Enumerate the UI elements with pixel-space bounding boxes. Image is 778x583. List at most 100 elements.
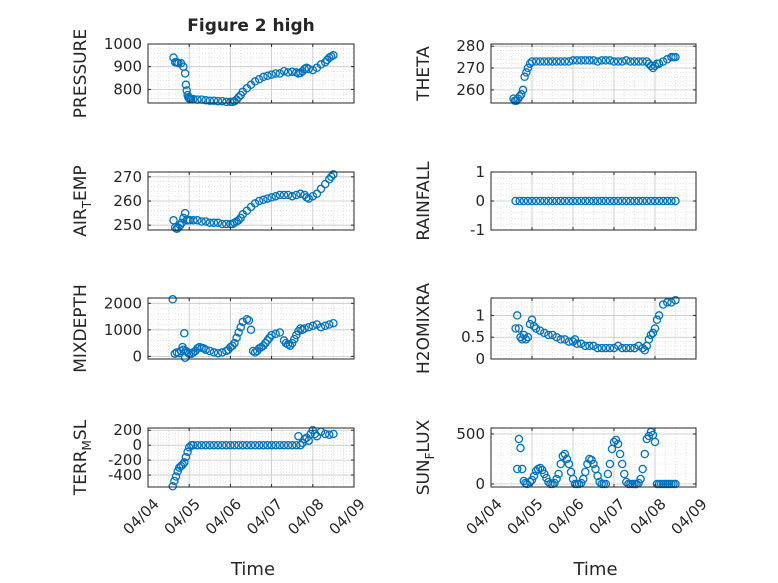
data-point: [181, 80, 191, 90]
data-point: [180, 69, 190, 78]
data-point: [329, 51, 338, 60]
data-point: [263, 336, 272, 345]
data-point: [589, 56, 598, 65]
data-point: [652, 315, 662, 325]
data-point: [316, 322, 326, 332]
data-point: [544, 330, 553, 340]
data-point: [650, 324, 660, 333]
series-sun_flux: [512, 427, 680, 489]
y-tick-label: -400: [108, 466, 142, 484]
data-point: [630, 196, 639, 206]
data-point: [519, 196, 529, 206]
data-point: [609, 343, 619, 353]
data-point: [263, 194, 272, 203]
y-tick-label: 0.5: [461, 328, 485, 346]
data-point: [259, 195, 268, 205]
data-point: [168, 295, 177, 304]
data-point: [564, 57, 574, 66]
data-point: [201, 345, 210, 354]
y-axis-label: TERRMSL: [71, 419, 94, 496]
data-point: [531, 324, 541, 333]
data-point: [560, 335, 570, 344]
data-point: [527, 57, 537, 66]
data-point: [663, 298, 672, 307]
data-point: [638, 343, 647, 353]
data-point: [658, 57, 668, 66]
data-point: [540, 469, 549, 479]
data-point: [181, 452, 191, 462]
data-point: [287, 338, 297, 348]
data-point: [290, 334, 299, 344]
data-point: [564, 459, 574, 469]
data-point: [520, 72, 529, 82]
data-point: [523, 196, 533, 206]
data-point: [620, 469, 629, 479]
data-point: [646, 196, 656, 206]
data-point: [304, 64, 313, 74]
data-point: [197, 217, 206, 226]
data-point: [283, 440, 293, 450]
data-point: [296, 324, 305, 333]
data-point: [279, 440, 289, 450]
data-point: [234, 440, 243, 450]
data-point: [556, 459, 565, 469]
data-point: [209, 440, 219, 450]
data-point: [308, 65, 318, 75]
data-point: [562, 454, 572, 464]
data-point: [605, 459, 615, 469]
data-point: [576, 196, 586, 206]
data-point: [170, 223, 180, 232]
data-point: [246, 325, 256, 335]
y-axis-label: H2OMIXRA: [414, 283, 434, 374]
y-axis-label: MIXDEPTH: [71, 284, 91, 373]
data-point: [529, 322, 539, 331]
data-point: [296, 189, 305, 199]
data-point: [327, 172, 336, 182]
data-point: [535, 463, 545, 473]
data-point: [222, 440, 231, 450]
data-point: [560, 196, 570, 206]
data-point: [609, 437, 619, 447]
data-point: [320, 429, 330, 439]
y-tick-label: 2000: [104, 294, 142, 312]
data-point: [263, 71, 272, 81]
data-point: [642, 196, 652, 206]
y-tick-label: 800: [113, 80, 142, 98]
data-point: [168, 482, 177, 491]
data-point: [521, 335, 531, 344]
data-point: [523, 332, 533, 342]
data-point: [271, 69, 280, 78]
data-point: [183, 447, 192, 457]
data-point: [308, 321, 318, 331]
data-point: [540, 328, 549, 338]
data-point: [515, 92, 524, 101]
series-h2omixra: [511, 295, 680, 355]
data-point: [193, 440, 202, 450]
data-point: [527, 196, 537, 206]
data-point: [548, 57, 557, 66]
data-point: [644, 431, 654, 441]
data-point: [613, 439, 623, 449]
data-point: [242, 440, 252, 450]
data-point: [300, 324, 309, 333]
y-tick-label: 0: [132, 436, 142, 454]
data-point: [581, 196, 590, 206]
data-point: [568, 196, 578, 206]
data-point: [622, 56, 631, 65]
data-point: [226, 440, 235, 450]
data-point: [205, 218, 215, 228]
data-point: [552, 196, 561, 206]
y-tick-label: 250: [113, 216, 142, 234]
series-terr_msl: [168, 425, 338, 491]
data-point: [589, 196, 598, 206]
y-tick-label: 0: [132, 347, 142, 365]
data-point: [601, 479, 611, 489]
data-point: [634, 341, 643, 351]
data-point: [581, 467, 590, 477]
data-point: [544, 196, 553, 206]
subplot-mixdepth: 0 1000 2000 MIXDEPTH: [71, 284, 355, 373]
data-point: [242, 314, 252, 324]
y-tick-label: 500: [456, 425, 485, 443]
data-point: [597, 196, 606, 206]
data-point: [552, 332, 561, 342]
